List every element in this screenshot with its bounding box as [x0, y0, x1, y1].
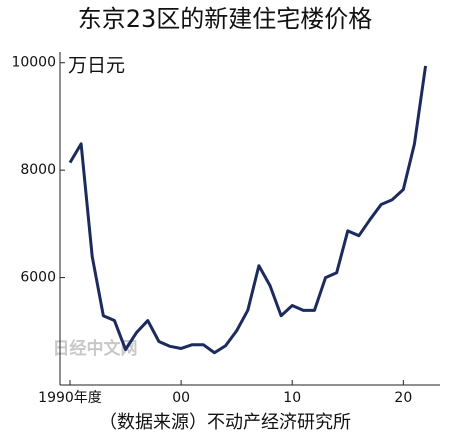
x-tick-label: 1990年度 — [38, 390, 102, 406]
source-note: （数据来源）不动产经济研究所 — [99, 412, 351, 433]
y-tick-label: 8000 — [20, 162, 56, 178]
chart-title: 东京23区的新建住宅楼价格 — [78, 5, 373, 33]
y-axis-label: 万日元 — [68, 55, 125, 77]
x-tick-label: 00 — [172, 390, 190, 406]
y-tick-label: 6000 — [20, 270, 56, 286]
data-line — [68, 65, 428, 355]
y-tick-label: 10000 — [11, 55, 56, 71]
x-tick-label: 10 — [283, 390, 301, 406]
watermark: 日经中文网 — [53, 338, 138, 359]
x-tick-label: 20 — [394, 390, 412, 406]
